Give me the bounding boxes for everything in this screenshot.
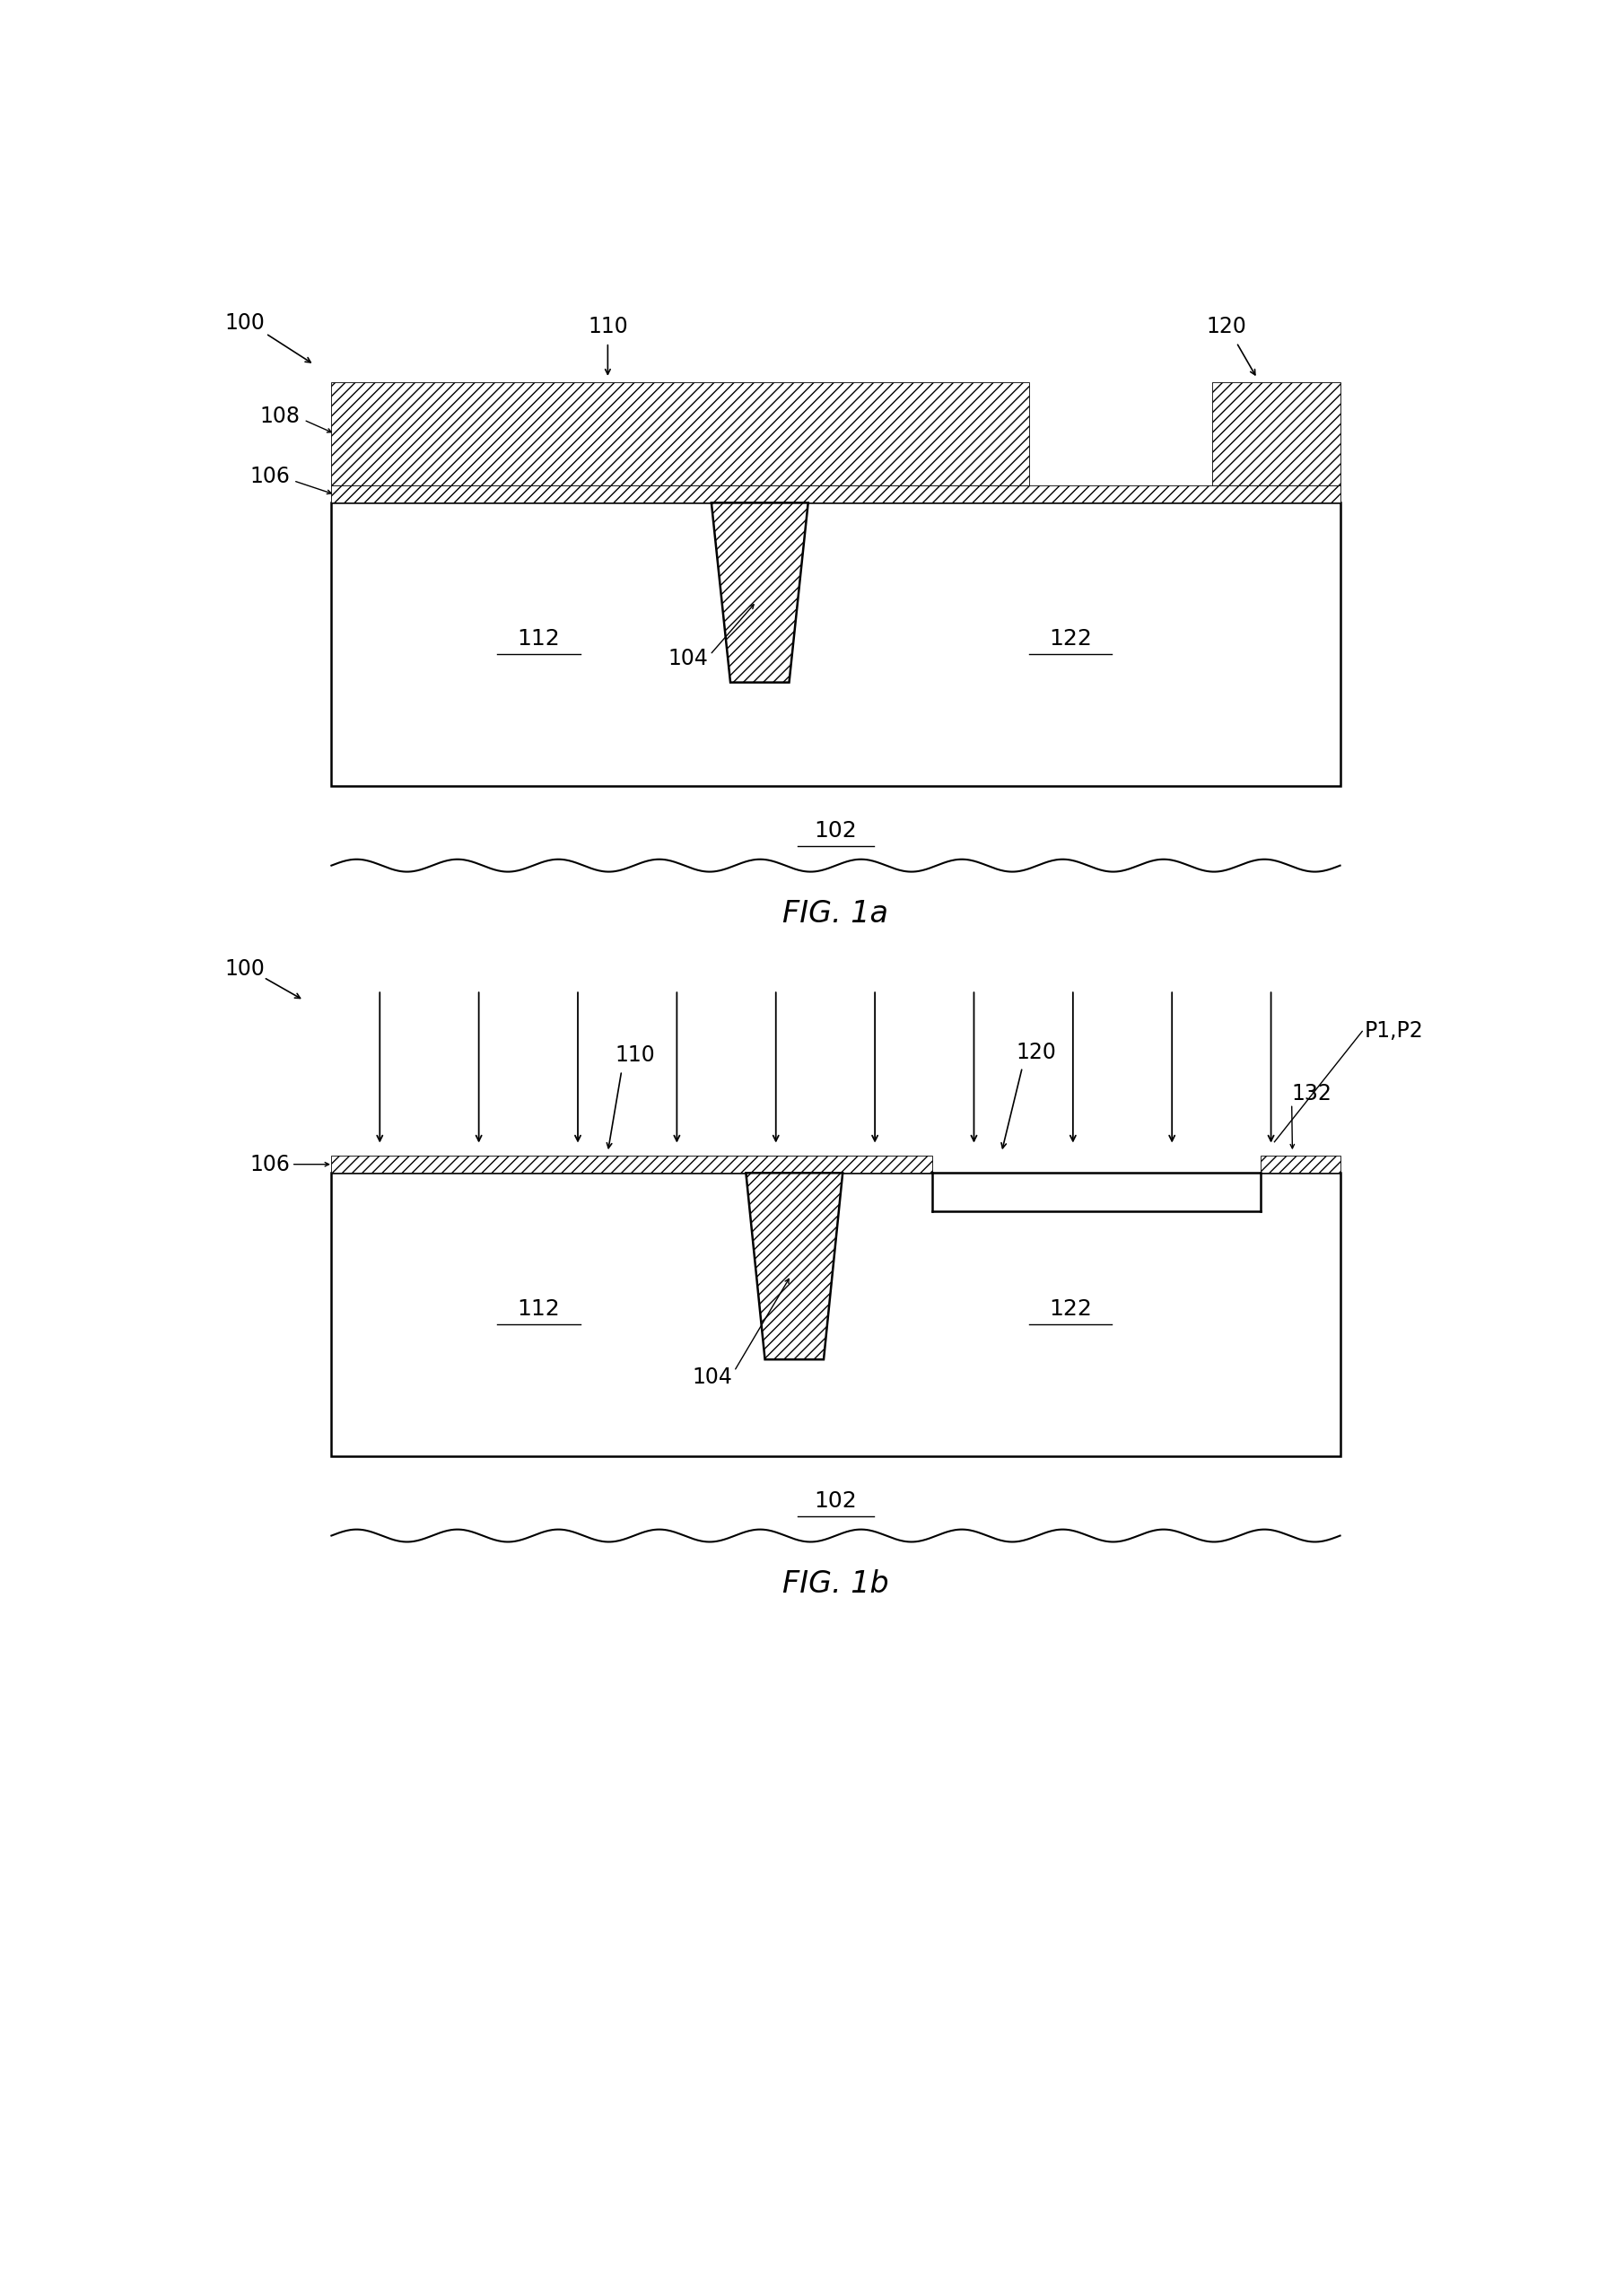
Text: 112: 112 <box>518 1297 560 1320</box>
Text: 102: 102 <box>814 1490 857 1511</box>
Text: 108: 108 <box>260 406 300 427</box>
Text: 102: 102 <box>814 820 857 843</box>
Text: 132: 132 <box>1291 1084 1332 1104</box>
Text: 122: 122 <box>1049 629 1091 650</box>
Text: 100: 100 <box>226 957 265 980</box>
Text: 110: 110 <box>588 317 628 338</box>
Bar <box>331 1155 932 1173</box>
Bar <box>331 1173 1340 1456</box>
Text: FIG. 1a: FIG. 1a <box>783 900 888 928</box>
Text: P1,P2: P1,P2 <box>1364 1019 1423 1042</box>
Text: 104: 104 <box>667 647 708 668</box>
Bar <box>331 503 1340 785</box>
Polygon shape <box>745 1173 843 1359</box>
Text: 100: 100 <box>226 312 265 333</box>
Bar <box>331 381 1030 484</box>
Text: 122: 122 <box>1049 1297 1091 1320</box>
Text: 106: 106 <box>250 466 291 487</box>
Text: 104: 104 <box>692 1366 732 1387</box>
Text: 112: 112 <box>518 629 560 650</box>
Text: 120: 120 <box>1207 317 1246 338</box>
Bar <box>1260 1155 1340 1173</box>
Text: FIG. 1b: FIG. 1b <box>783 1568 888 1598</box>
Bar <box>1212 381 1340 484</box>
Text: 110: 110 <box>615 1045 656 1065</box>
Text: 120: 120 <box>1017 1042 1056 1063</box>
Polygon shape <box>711 503 809 682</box>
Text: 106: 106 <box>250 1153 291 1176</box>
Bar <box>331 484 1340 503</box>
